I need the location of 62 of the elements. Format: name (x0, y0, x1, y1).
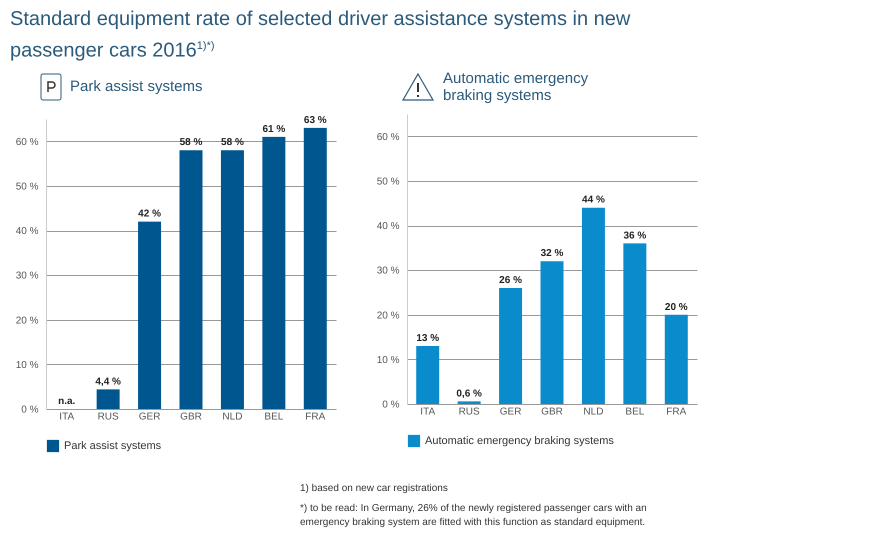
bar (416, 346, 440, 404)
bar (262, 136, 286, 409)
x-tick-label: GBR (541, 406, 563, 418)
y-tick-label: 10 % (16, 360, 39, 371)
bar (499, 288, 522, 404)
bar (582, 207, 605, 404)
chart-title: Automatic emergency braking systems (443, 70, 590, 104)
bar (664, 314, 688, 404)
y-tick-label: 10 % (376, 354, 400, 366)
x-tick-label: NLD (583, 406, 604, 418)
bar (623, 243, 646, 404)
text: 1) based on new car registrations (300, 482, 449, 496)
text: n.a. (58, 396, 76, 407)
x-tick-label: NLD (222, 411, 242, 422)
bar (96, 389, 120, 409)
x-tick-label: RUS (98, 411, 120, 422)
x-tick-label: GER (500, 406, 522, 418)
data-label: 20 % (664, 301, 688, 312)
x-tick-label: GER (138, 411, 160, 422)
data-label: 26 % (499, 274, 522, 286)
text: *) to be read: In Germany, 26% of the newly registered passenger cars with an emergency braking system are fitted with this function as standard equipment. (300, 502, 648, 530)
x-tick-label: GBR (180, 411, 202, 422)
bar (540, 260, 564, 404)
y-tick-label: 0 % (21, 404, 39, 416)
chart-title: Standard equipment rate of selected driver assistance systems in new passenger cars 2016$^{1)*)}$ (9, 7, 632, 64)
data-label: 13 % (416, 332, 440, 344)
x-tick-label: ITA (420, 406, 436, 418)
x-tick-label: RUS (458, 406, 480, 418)
x-tick-label: ITA (59, 411, 74, 422)
x-tick-label: FRA (666, 406, 687, 418)
y-tick-label: 50 % (16, 181, 39, 192)
y-tick-label: 40 % (16, 226, 39, 237)
y-tick-label: 40 % (376, 220, 400, 232)
y-tick-label: 0 % (382, 399, 400, 410)
legend-label: Automatic emergency braking systems (425, 434, 614, 447)
x-tick-label: BEL (625, 406, 645, 418)
data-label: 4,4 % (95, 376, 122, 388)
y-tick-label: 30 % (376, 265, 400, 276)
y-tick-label: 60 % (376, 131, 400, 142)
bar (458, 400, 481, 404)
y-tick-label: 50 % (376, 176, 400, 188)
bar (138, 221, 162, 409)
data-label: 58 % (180, 136, 203, 148)
y-tick-label: 20 % (376, 310, 400, 321)
x-tick-label: BEL (264, 411, 284, 422)
bar (304, 128, 327, 409)
chart-subtitle: Park assist systems (70, 78, 204, 96)
data-label: 61 % (262, 124, 286, 134)
data-label: 44 % (582, 194, 605, 206)
y-tick-label: 60 % (16, 136, 39, 148)
data-label: 32 % (540, 248, 564, 259)
data-label: 58 % (221, 136, 244, 148)
bar (180, 150, 202, 409)
data-label: 63 % (304, 114, 327, 126)
legend-label: Park assist systems (64, 440, 162, 452)
data-label: 0,6 % (456, 388, 482, 399)
bar (220, 150, 244, 409)
x-tick-label: FRA (305, 411, 326, 422)
data-label: 42 % (138, 208, 162, 220)
data-label: 36 % (623, 230, 646, 242)
y-tick-label: 20 % (16, 314, 39, 326)
y-tick-label: 30 % (16, 270, 39, 282)
